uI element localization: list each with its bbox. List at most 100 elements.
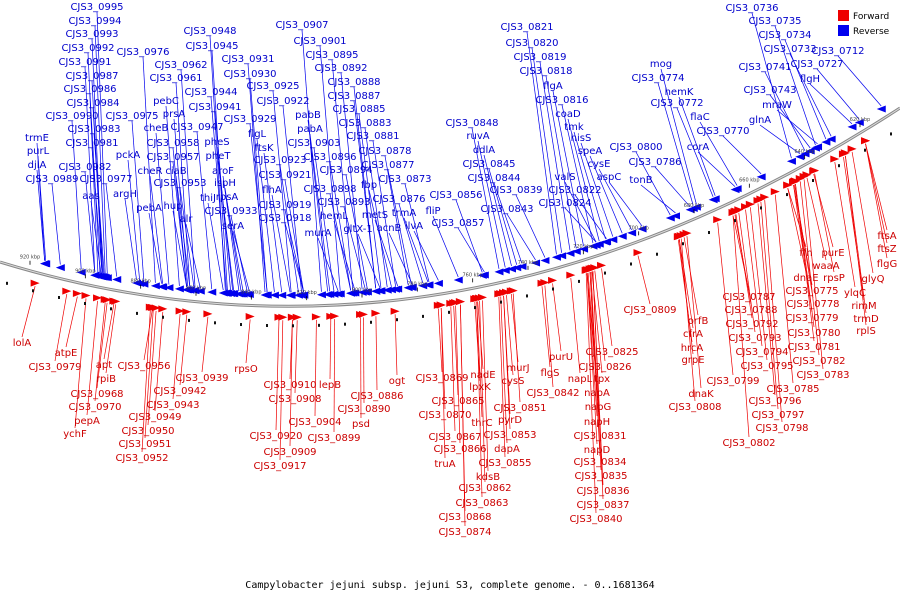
reverse-connector-line <box>284 209 305 293</box>
scale-tick-label: 680 kbp <box>684 203 704 209</box>
track-marker <box>760 206 762 210</box>
reverse-gene-label-peba: pebA <box>136 203 162 214</box>
forward-gene-label-cjs3-0886: CJS3_0886 <box>350 391 403 402</box>
reverse-connector-line <box>574 194 607 239</box>
reverse-gene-label-trme: trmE <box>25 133 49 144</box>
reverse-gene-arrow <box>517 262 527 270</box>
forward-gene-label-cjs3-0874: CJS3_0874 <box>438 527 491 538</box>
reverse-connector-line <box>676 107 714 197</box>
reverse-gene-arrow <box>329 290 339 298</box>
reverse-connector-line <box>657 82 694 206</box>
forward-gene-label-cjs3-0837: CJS3_0837 <box>576 500 629 511</box>
reverse-gene-arrow <box>386 286 396 294</box>
forward-gene-label-napa: napA <box>584 388 610 399</box>
reverse-gene-label-spea: speA <box>578 146 603 157</box>
reverse-connector-line <box>398 203 424 283</box>
forward-gene-label-cjs3-0781: CJS3_0781 <box>787 342 840 353</box>
forward-connector-line <box>845 155 867 326</box>
forward-connector-line <box>680 238 696 402</box>
forward-connector-line <box>460 304 466 527</box>
forward-gene-label-cjs3-0793: CJS3_0793 <box>728 333 781 344</box>
forward-connector-line <box>105 304 117 374</box>
forward-gene-arrow <box>311 313 321 321</box>
forward-gene-label-cjs3-0802: CJS3_0802 <box>722 438 775 449</box>
forward-gene-label-napg: napG <box>585 402 612 413</box>
forward-gene-label-cjs3-0920: CJS3_0920 <box>249 431 302 442</box>
forward-connector-line <box>806 177 827 261</box>
reverse-gene-label-cjs3-0800: CJS3_0800 <box>609 142 662 153</box>
reverse-gene-label-flha: flhA <box>262 185 282 196</box>
reverse-gene-arrow <box>375 287 385 295</box>
track-marker <box>32 289 34 293</box>
legend: Forward Reverse <box>838 10 890 37</box>
reverse-gene-label-cjs3-0922: CJS3_0922 <box>256 96 309 107</box>
track-marker <box>162 315 164 319</box>
reverse-connector-line <box>545 75 577 249</box>
forward-gene-label-rpls: rplS <box>856 326 876 337</box>
forward-gene-arrow <box>111 297 121 305</box>
forward-connector-line <box>329 319 332 380</box>
reverse-gene-label-cjs3-0921: CJS3_0921 <box>258 170 311 181</box>
reverse-gene-arrow <box>557 252 567 260</box>
reverse-connector-line <box>678 96 716 196</box>
forward-gene-label-cjs3-0795: CJS3_0795 <box>740 361 793 372</box>
forward-gene-label-dnak: dnaK <box>688 389 714 400</box>
forward-gene-label-cjs3-0942: CJS3_0942 <box>153 386 206 397</box>
forward-gene-label-cjs3-0783: CJS3_0783 <box>796 370 849 381</box>
reverse-connector-line <box>759 124 800 154</box>
reverse-connector-line <box>457 227 485 273</box>
scale-tick-label: 860 kbp <box>186 286 206 292</box>
reverse-connector-line <box>697 151 736 187</box>
reverse-gene-arrow <box>571 247 581 255</box>
track-marker <box>786 193 788 197</box>
reverse-gene-label-purl: purL <box>27 146 50 157</box>
reverse-connector-line <box>477 140 506 268</box>
forward-connector-line <box>843 156 865 301</box>
reverse-gene-label-cjs3-0887: CJS3_0887 <box>327 91 380 102</box>
forward-gene-label-cjs3-0799: CJS3_0799 <box>706 376 759 387</box>
reverse-connector-line <box>432 215 459 278</box>
forward-connector-line <box>787 188 807 273</box>
forward-gene-label-rpsp: rpsP <box>823 273 845 284</box>
reverse-connector-line <box>71 120 82 270</box>
reverse-connector-line <box>329 161 352 291</box>
reverse-gene-label-cjs3-0733: CJS3_0733 <box>763 44 816 55</box>
forward-gene-label-cjs3-0950: CJS3_0950 <box>121 426 174 437</box>
reverse-gene-label-cjs3-0786: CJS3_0786 <box>628 157 681 168</box>
forward-gene-arrow <box>566 271 576 279</box>
forward-gene-label-cjs3-0825: CJS3_0825 <box>585 347 638 358</box>
reverse-gene-label-cjs3-0918: CJS3_0918 <box>258 213 311 224</box>
reverse-gene-arrow <box>847 123 857 131</box>
track-marker <box>838 164 840 168</box>
forward-gene-label-cjs3-0970: CJS3_0970 <box>68 402 121 413</box>
forward-gene-arrow <box>799 172 809 180</box>
reverse-gene-arrow <box>174 285 184 293</box>
reverse-gene-arrow <box>40 260 50 268</box>
forward-gene-arrow <box>472 295 482 303</box>
reverse-gene-arrow <box>708 196 718 204</box>
forward-gene-arrow <box>330 312 340 320</box>
forward-gene-arrow <box>390 307 400 315</box>
forward-gene-label-cjs3-0796: CJS3_0796 <box>748 396 801 407</box>
reverse-connector-line <box>149 175 164 284</box>
forward-connector-line <box>375 316 378 391</box>
forward-gene-label-cjs3-0782: CJS3_0782 <box>792 356 845 367</box>
scale-tick-label: 760 kbp <box>462 272 482 278</box>
reverse-gene-label-phes: pheS <box>204 137 229 148</box>
reverse-gene-label-hiss: hisS <box>571 133 592 144</box>
reverse-gene-label-alr: alr <box>179 214 193 225</box>
reverse-gene-label-cjs3-0958: CJS3_0958 <box>146 138 199 149</box>
reverse-connector-line <box>488 168 518 265</box>
forward-gene-label-cjs3-0836: CJS3_0836 <box>576 486 629 497</box>
forward-gene-label-waaa: waaA <box>812 261 839 272</box>
reverse-gene-label-cjs3-0929: CJS3_0929 <box>223 114 276 125</box>
forward-gene-label-dnae: dnaE <box>793 273 818 284</box>
reverse-connector-line <box>217 160 235 291</box>
forward-gene-arrows <box>30 137 871 321</box>
forward-connector-line <box>453 305 459 396</box>
reverse-gene-arrow <box>316 291 326 299</box>
forward-gene-label-pure: purE <box>821 248 844 259</box>
forward-gene-arrow <box>371 309 381 317</box>
reverse-connector-line <box>90 200 102 274</box>
reverse-gene-arrow <box>112 276 122 284</box>
